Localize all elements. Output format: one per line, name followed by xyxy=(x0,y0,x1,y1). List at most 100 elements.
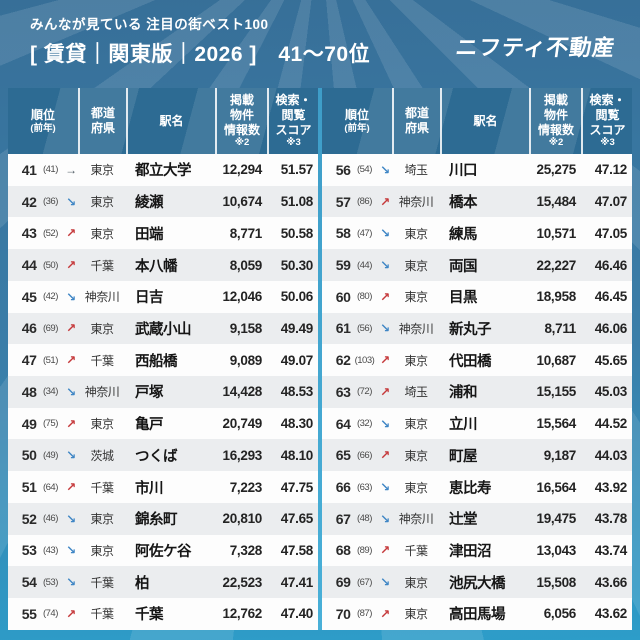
station-name-cell: 町屋 xyxy=(449,448,478,465)
previous-rank: (86) xyxy=(356,196,372,208)
table-row: 64 (32) ↘ 東京 立川 15,564 44.52 xyxy=(322,407,632,440)
rank-number: 50 xyxy=(21,447,37,464)
rank-number: 54 xyxy=(21,574,37,591)
rank-number: 67 xyxy=(335,510,351,527)
trend-down-icon: ↘ xyxy=(66,448,77,463)
station-name-cell: 練馬 xyxy=(449,226,478,243)
station-name-cell: 阿佐ケ谷 xyxy=(135,543,192,560)
table-row: 70 (87) ↗ 東京 高田馬場 6,056 43.62 xyxy=(322,598,632,630)
listings-count-cell: 7,223 xyxy=(229,479,263,495)
table-row: 63 (72) ↗ 埼玉 浦和 15,155 45.03 xyxy=(322,376,632,408)
score-cell: 47.05 xyxy=(594,225,628,241)
column-header-3: 掲載 物件 情報数 ※2 xyxy=(215,88,267,154)
rank-cell: 60 (80) ↗ xyxy=(322,289,392,305)
station-name-cell: 代田橋 xyxy=(449,353,492,370)
trend-down-icon: ↘ xyxy=(66,289,77,304)
rank-number: 49 xyxy=(21,415,37,432)
station-name-cell: 柏 xyxy=(135,575,150,592)
rank-cell: 42 (36) ↘ xyxy=(8,194,78,210)
rank-cell: 65 (66) ↗ xyxy=(322,447,392,463)
prefecture-cell: 東京 xyxy=(90,512,114,527)
listings-count-cell: 16,293 xyxy=(222,447,263,463)
column-header-line: 掲載 xyxy=(543,93,568,108)
previous-rank: (75) xyxy=(42,418,58,430)
rank-cell: 67 (48) ↘ xyxy=(322,511,392,527)
previous-rank: (80) xyxy=(356,291,372,303)
rank-cell: 46 (69) ↗ xyxy=(8,320,78,336)
rank-number: 58 xyxy=(335,225,351,242)
score-cell: 50.06 xyxy=(280,289,314,305)
prefecture-cell: 東京 xyxy=(404,417,428,432)
score-cell: 51.08 xyxy=(280,194,314,210)
column-header-1: 都道 府県 xyxy=(78,88,126,154)
station-name-cell: つくば xyxy=(135,448,178,465)
rank-number: 66 xyxy=(335,479,351,496)
column-header-line: 閲覧 xyxy=(281,107,306,122)
listings-count-cell: 16,564 xyxy=(536,479,577,495)
prefecture-cell: 東京 xyxy=(90,321,114,336)
score-cell: 49.07 xyxy=(280,352,314,368)
column-header-line: 検索・ xyxy=(589,93,626,108)
rank-cell: 41 (41) → xyxy=(8,162,78,178)
rank-number: 53 xyxy=(21,542,37,559)
trend-down-icon: ↘ xyxy=(380,162,391,177)
station-name-cell: 綾瀬 xyxy=(135,195,164,212)
ranking-table-left: 順位 (前年) 都道 府県 駅名 掲載 物件 情報数 ※2 検索・ 閲覧 スコア ※3 41 (41) → 東… xyxy=(8,88,318,630)
station-name-cell: 池尻大橋 xyxy=(449,575,506,592)
trend-up-icon: ↗ xyxy=(66,480,77,495)
column-header-note: ※3 xyxy=(286,137,301,149)
score-cell: 47.65 xyxy=(280,511,314,527)
prefecture-cell: 東京 xyxy=(404,448,428,463)
score-cell: 45.03 xyxy=(594,384,628,400)
ranking-tables: 順位 (前年) 都道 府県 駅名 掲載 物件 情報数 ※2 検索・ 閲覧 スコア ※3 41 (41) → 東… xyxy=(8,88,632,630)
prefecture-cell: 神奈川 xyxy=(84,290,120,305)
listings-count-cell: 25,275 xyxy=(536,162,577,178)
trend-down-icon: ↘ xyxy=(380,226,391,241)
rank-cell: 53 (43) ↘ xyxy=(8,542,78,558)
column-header-note: ※2 xyxy=(234,137,250,149)
score-cell: 48.53 xyxy=(280,384,314,400)
previous-rank: (53) xyxy=(42,576,58,588)
rank-number: 65 xyxy=(335,447,351,464)
score-cell: 47.41 xyxy=(280,574,314,590)
station-name-cell: 目黒 xyxy=(449,290,478,307)
listings-count-cell: 12,762 xyxy=(222,606,263,622)
rank-cell: 62 (103) ↗ xyxy=(322,352,392,368)
rank-cell: 56 (54) ↘ xyxy=(322,162,392,178)
prefecture-cell: 千葉 xyxy=(404,543,428,558)
rank-cell: 54 (53) ↘ xyxy=(8,574,78,590)
rank-cell: 45 (42) ↘ xyxy=(8,289,78,305)
score-cell: 43.62 xyxy=(594,606,628,622)
table-row: 41 (41) → 東京 都立大学 12,294 51.57 xyxy=(8,154,318,186)
table-row: 58 (47) ↘ 東京 練馬 10,571 47.05 xyxy=(322,217,632,250)
table-row: 44 (50) ↗ 千葉 本八幡 8,059 50.30 xyxy=(8,249,318,281)
station-name-cell: 浦和 xyxy=(449,385,478,402)
score-cell: 48.10 xyxy=(280,447,314,463)
column-header-0: 順位 (前年) xyxy=(8,88,78,154)
column-header-line: 順位 xyxy=(30,107,55,122)
column-header-4: 検索・ 閲覧 スコア ※3 xyxy=(581,88,632,154)
rank-number: 62 xyxy=(335,352,351,369)
rank-number: 57 xyxy=(335,193,351,210)
listings-count-cell: 6,056 xyxy=(543,606,577,622)
listings-count-cell: 9,089 xyxy=(229,352,263,368)
score-cell: 47.58 xyxy=(280,542,314,558)
table-divider xyxy=(318,88,322,630)
prefecture-cell: 東京 xyxy=(90,417,114,432)
rank-cell: 70 (87) ↗ xyxy=(322,606,392,622)
rank-number: 47 xyxy=(21,352,37,369)
station-name-cell: 田端 xyxy=(135,226,164,243)
station-name-cell: 立川 xyxy=(449,417,478,434)
previous-rank: (63) xyxy=(356,481,372,493)
table-row: 49 (75) ↗ 東京 亀戸 20,749 48.30 xyxy=(8,407,318,440)
rank-number: 64 xyxy=(335,415,351,432)
listings-count-cell: 10,571 xyxy=(536,225,577,241)
previous-rank: (46) xyxy=(42,513,58,525)
rank-cell: 63 (72) ↗ xyxy=(322,384,392,400)
station-name-cell: 市川 xyxy=(135,480,164,497)
table-row: 43 (52) ↗ 東京 田端 8,771 50.58 xyxy=(8,217,318,250)
rank-cell: 69 (67) ↘ xyxy=(322,574,392,590)
previous-rank: (74) xyxy=(42,608,58,620)
column-header-line: 検索・ xyxy=(275,93,312,108)
listings-count-cell: 18,958 xyxy=(536,289,577,305)
